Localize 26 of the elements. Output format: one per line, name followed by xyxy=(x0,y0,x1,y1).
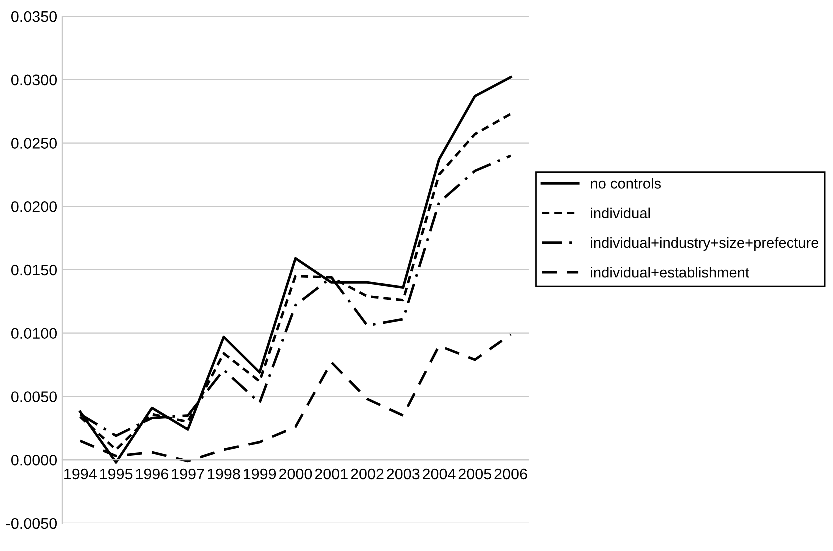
x-tick-label: 1995 xyxy=(100,468,133,480)
y-tick-label: 0.0250 xyxy=(11,138,58,149)
x-tick-label: 1996 xyxy=(136,468,169,480)
x-tick-label: 1999 xyxy=(244,468,276,480)
legend-label: no controls xyxy=(591,178,662,189)
x-tick-label: 1994 xyxy=(64,468,97,480)
x-tick-label: 2002 xyxy=(351,468,384,480)
y-tick-label: 0.0050 xyxy=(11,392,58,402)
y-tick-label: 0.0100 xyxy=(11,328,58,340)
legend-label: individual xyxy=(591,208,650,219)
x-tick-label: 1998 xyxy=(208,468,240,480)
y-tick-label: 0.0150 xyxy=(11,264,58,276)
x-tick-label: 2001 xyxy=(315,468,348,480)
x-tick-label: 1997 xyxy=(172,468,204,480)
y-tick-label: -0.0050 xyxy=(6,518,58,530)
x-tick-label: 2000 xyxy=(279,468,312,480)
x-tick-label: 2006 xyxy=(494,468,528,480)
x-tick-label: 2004 xyxy=(423,468,456,480)
legend-label: individual+establishment xyxy=(591,267,750,278)
x-tick-label: 2003 xyxy=(387,468,420,480)
y-tick-label: 0.0000 xyxy=(11,454,58,466)
legend-label: individual+industry+size+prefecture xyxy=(591,237,819,252)
x-tick-label: 2005 xyxy=(458,468,492,480)
y-tick-label: 0.0350 xyxy=(11,11,58,22)
y-tick-label: 0.0300 xyxy=(11,74,58,86)
y-tick-label: 0.0200 xyxy=(11,201,58,212)
